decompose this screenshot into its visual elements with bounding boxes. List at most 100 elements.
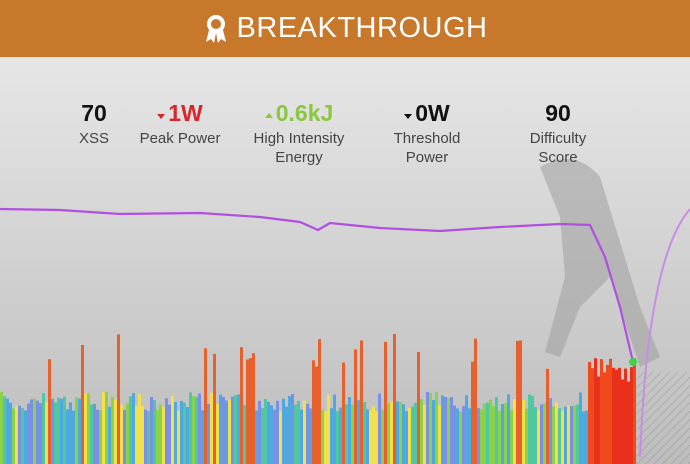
power-bar	[45, 402, 48, 464]
power-bar	[144, 409, 147, 464]
power-bar	[216, 404, 219, 464]
power-bar	[93, 403, 96, 464]
power-bar	[261, 408, 264, 464]
power-bar	[156, 409, 159, 464]
power-bar	[435, 392, 438, 464]
power-bar	[297, 400, 300, 464]
power-bar	[468, 408, 471, 464]
power-bar	[141, 405, 144, 464]
power-bar	[276, 400, 279, 464]
power-bar	[78, 398, 81, 464]
power-bar	[462, 406, 465, 464]
power-bar	[618, 367, 621, 464]
power-bar	[123, 410, 126, 464]
power-bar	[54, 402, 57, 464]
power-bar	[555, 402, 558, 464]
power-bar	[621, 379, 624, 464]
power-bar	[615, 369, 618, 464]
power-bar	[102, 392, 105, 464]
power-bar	[114, 399, 117, 464]
power-bar	[6, 398, 9, 464]
power-bar	[63, 396, 66, 464]
power-bar	[105, 392, 108, 464]
power-bar	[366, 409, 369, 464]
header-title: BREAKTHROUGH	[236, 12, 488, 44]
power-bar	[117, 334, 120, 464]
power-bar	[627, 381, 630, 464]
power-bar	[420, 399, 423, 464]
stat-value-text: 0.6kJ	[275, 100, 334, 126]
power-bar	[258, 400, 261, 464]
power-bar	[351, 404, 354, 464]
power-bar	[120, 404, 123, 464]
power-bar	[414, 402, 417, 464]
power-bar	[453, 405, 456, 464]
power-bar	[15, 406, 18, 464]
power-bar	[525, 408, 528, 464]
power-bar	[426, 392, 429, 464]
power-bar	[579, 392, 582, 464]
power-bar	[597, 376, 600, 464]
power-bar	[267, 401, 270, 464]
power-bar	[132, 393, 135, 464]
power-bar	[558, 408, 561, 464]
stat-label: Peak Power	[139, 130, 221, 147]
power-bar	[39, 403, 42, 464]
power-bar	[3, 396, 6, 464]
power-bar	[387, 403, 390, 464]
power-bar	[303, 400, 306, 464]
stat-label: Threshold Power	[393, 130, 461, 166]
power-bar	[84, 393, 87, 464]
power-bar	[234, 395, 237, 464]
power-bars	[0, 334, 636, 464]
power-bar	[288, 396, 291, 464]
stat: 90 Difficulty Score	[498, 100, 618, 167]
power-bar	[534, 407, 537, 464]
power-bar	[222, 396, 225, 464]
power-bar	[27, 403, 30, 464]
power-bar	[279, 411, 282, 464]
power-bar	[552, 406, 555, 464]
stat-label: High Intensity Energy	[253, 130, 345, 166]
power-bar	[342, 362, 345, 464]
header: BREAKTHROUGH	[0, 0, 690, 57]
power-bar	[138, 394, 141, 464]
power-bar	[492, 406, 495, 464]
power-bar	[219, 394, 222, 464]
power-bar	[429, 392, 432, 464]
power-bar	[57, 397, 60, 464]
power-bar	[183, 402, 186, 464]
power-bar	[528, 394, 531, 464]
power-bar	[546, 368, 549, 464]
runner-silhouette	[540, 159, 660, 367]
power-bar	[393, 334, 396, 464]
power-bar	[273, 409, 276, 464]
power-line-ahead	[639, 208, 690, 458]
power-bar	[345, 404, 348, 464]
power-bar	[294, 404, 297, 464]
power-bar	[486, 402, 489, 464]
power-bar	[417, 352, 420, 464]
award-icon	[205, 14, 226, 43]
power-bar	[165, 398, 168, 464]
power-bar	[444, 396, 447, 464]
power-bar	[201, 410, 204, 464]
power-bar	[189, 392, 192, 464]
power-bar	[204, 348, 207, 464]
power-bar	[150, 396, 153, 464]
power-bar	[213, 353, 216, 464]
power-bar	[489, 399, 492, 464]
power-bar	[591, 368, 594, 464]
power-bar	[0, 392, 3, 464]
power-bar	[243, 404, 246, 464]
power-bar	[411, 406, 414, 464]
power-bar	[135, 406, 138, 464]
power-bar	[405, 411, 408, 464]
power-bar	[90, 404, 93, 464]
power-bar	[432, 400, 435, 464]
power-bar	[567, 405, 570, 464]
power-bar	[423, 404, 426, 464]
power-bar	[177, 410, 180, 464]
power-bar	[612, 367, 615, 464]
hatched-region	[635, 372, 690, 464]
